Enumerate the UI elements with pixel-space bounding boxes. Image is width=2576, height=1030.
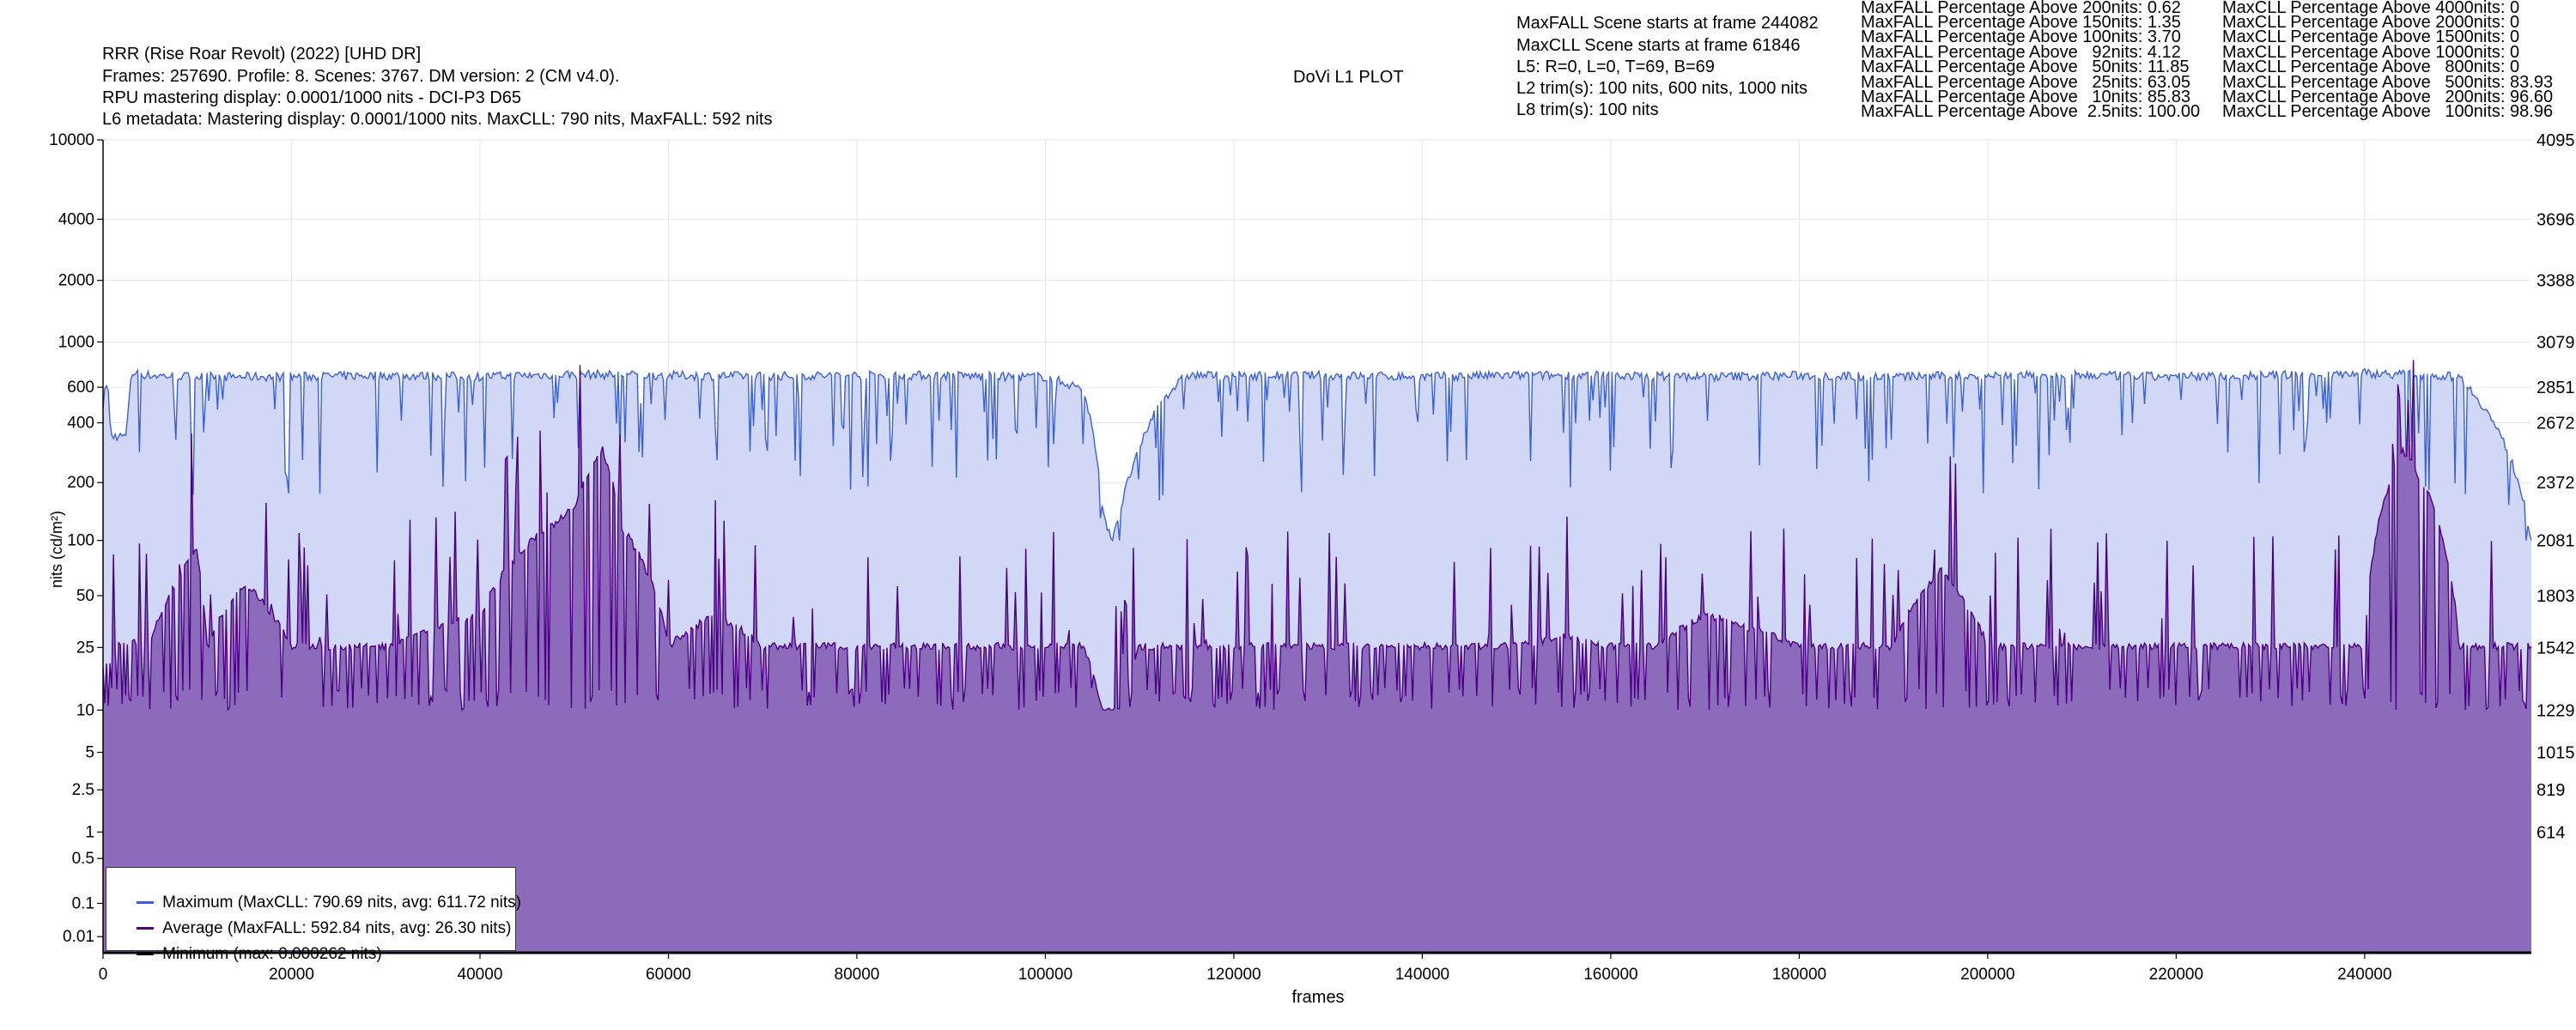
average-series-area <box>103 360 2531 953</box>
y-tick-label: 4000 <box>58 210 94 228</box>
maxfall-stat: MaxFALL Percentage Above 200nits: 0.62 <box>1861 0 2181 17</box>
y-tick-label: 0.5 <box>72 850 94 868</box>
l2-trims-info: L2 trim(s): 100 nits, 600 nits, 1000 nit… <box>1516 79 1808 98</box>
maxcll-stat: MaxCLL Percentage Above 500nits: 83.93 <box>2222 73 2554 92</box>
frames-info: Frames: 257690. Profile: 8. Scenes: 3767… <box>102 67 620 86</box>
x-tick-label: 160000 <box>1583 966 1637 984</box>
maxcll-stat: MaxCLL Percentage Above 4000nits: 0 <box>2222 0 2520 17</box>
maxcll-stat: MaxCLL Percentage Above 1500nits: 0 <box>2222 27 2520 46</box>
maximum-swatch <box>137 901 155 905</box>
x-tick-label: 180000 <box>1772 966 1826 984</box>
right-axis-label: 2851 <box>2537 379 2575 397</box>
x-tick-label: 220000 <box>2149 966 2203 984</box>
y-tick-label: 400 <box>67 415 94 433</box>
y-axis-label: nits (cd/m²) <box>48 511 65 588</box>
legend-minimum-label: Minimum (max: 0.000262 nits) <box>162 945 382 963</box>
x-tick-label: 0 <box>99 966 108 984</box>
maxcll-stat: MaxCLL Percentage Above 2000nits: 0 <box>2222 13 2520 32</box>
right-axis-label: 2672 <box>2537 415 2575 433</box>
right-axis-label: 2372 <box>2537 474 2575 493</box>
l6-metadata-info: L6 metadata: Mastering display: 0.0001/1… <box>102 110 773 129</box>
l5-info: L5: R=0, L=0, T=69, B=69 <box>1516 58 1715 76</box>
maximum-series-line <box>102 367 2532 542</box>
legend-minimum: Minimum (max: 0.000262 nits) <box>118 926 382 983</box>
maxfall-stat: MaxFALL Percentage Above 25nits: 63.05 <box>1861 73 2190 92</box>
x-tick-label: 100000 <box>1018 966 1072 984</box>
x-tick-label: 120000 <box>1206 966 1261 984</box>
y-tick-label: 100 <box>67 532 94 550</box>
y-tick-label: 50 <box>76 587 94 605</box>
y-tick-label: 10 <box>76 701 94 719</box>
y-tick-label: 0.1 <box>72 894 94 912</box>
l8-trims-info: L8 trim(s): 100 nits <box>1516 100 1659 119</box>
y-tick-label: 2.5 <box>72 781 94 799</box>
axes: 0 20000 40000 60000 80000 100000 120000 140000 1… <box>49 131 2574 984</box>
right-axis-label: 1542 <box>2537 639 2575 657</box>
legend-average: Average (MaxFALL: 592.84 nits, avg: 26.3… <box>118 900 511 957</box>
rpu-mastering-info: RPU mastering display: 0.0001/1000 nits … <box>102 88 522 107</box>
data-series <box>102 360 2532 954</box>
maxcll-stat: MaxCLL Percentage Above 200nits: 96.60 <box>2222 88 2554 106</box>
maxfall-stat: MaxFALL Percentage Above 50nits: 11.85 <box>1861 58 2190 76</box>
right-axis-label: 2081 <box>2537 532 2575 551</box>
right-axis-label: 3388 <box>2537 272 2575 291</box>
x-tick-label: 60000 <box>646 966 691 984</box>
right-axis-label: 4095 <box>2537 131 2575 150</box>
maxcll-stat: MaxCLL Percentage Above 1000nits: 0 <box>2222 43 2520 62</box>
y-tick-label: 0.01 <box>63 928 94 946</box>
x-tick-label: 140000 <box>1395 966 1449 984</box>
x-tick-label: 200000 <box>1960 966 2014 984</box>
chart-legend: Maximum (MaxCLL: 790.69 nits, avg: 611.7… <box>106 867 521 963</box>
average-swatch <box>137 927 155 930</box>
maxfall-stat: MaxFALL Percentage Above 100nits: 3.70 <box>1861 27 2181 46</box>
maxfall-stat: MaxFALL Percentage Above 92nits: 4.12 <box>1861 43 2181 62</box>
y-tick-label: 1 <box>85 823 94 841</box>
y-tick-label: 2000 <box>58 272 94 290</box>
right-axis-label: 1015 <box>2537 743 2575 762</box>
right-axis-label: 819 <box>2537 781 2565 800</box>
video-title: RRR (Rise Roar Revolt) (2022) [UHD DR] <box>102 45 422 64</box>
maxfall-stat: MaxFALL Percentage Above 150nits: 1.35 <box>1861 13 2181 32</box>
maxcll-scene-info: MaxCLL Scene starts at frame 61846 <box>1516 36 1801 55</box>
y-tick-label: 200 <box>67 474 94 492</box>
legend-average-label: Average (MaxFALL: 592.84 nits, avg: 26.3… <box>162 919 512 937</box>
y-tick-label: 10000 <box>49 131 94 149</box>
right-axis-label: 3079 <box>2537 333 2575 352</box>
x-tick-label: 80000 <box>835 966 880 984</box>
plot-title: DoVi L1 PLOT <box>1293 68 1404 87</box>
maxcll-stat: MaxCLL Percentage Above 800nits: 0 <box>2222 58 2520 76</box>
maxfall-scene-info: MaxFALL Scene starts at frame 244082 <box>1516 14 1819 33</box>
maxfall-stat: MaxFALL Percentage Above 2.5nits: 100.00 <box>1861 102 2201 121</box>
y-tick-label: 600 <box>67 379 94 397</box>
x-tick-label: 240000 <box>2337 966 2391 984</box>
x-tick-label: 20000 <box>269 966 314 984</box>
legend-maximum: Maximum (MaxCLL: 790.69 nits, avg: 611.7… <box>118 875 521 931</box>
minimum-swatch <box>137 953 155 956</box>
legend-maximum-label: Maximum (MaxCLL: 790.69 nits, avg: 611.7… <box>162 894 521 912</box>
y-tick-label: 1000 <box>58 333 94 351</box>
average-series-line <box>102 360 2532 712</box>
right-axis-label: 3696 <box>2537 210 2575 229</box>
x-tick-label: 40000 <box>458 966 503 984</box>
y-tick-label: 25 <box>76 639 94 657</box>
maxcll-stat: MaxCLL Percentage Above 100nits: 98.96 <box>2222 102 2554 121</box>
x-axis-label: frames <box>1291 988 1344 1007</box>
right-axis-label: 1803 <box>2537 587 2575 606</box>
right-axis-label: 1229 <box>2537 701 2575 720</box>
maxfall-stat: MaxFALL Percentage Above 10nits: 85.83 <box>1861 88 2190 106</box>
y-tick-label: 5 <box>85 743 94 761</box>
right-axis-label: 614 <box>2537 823 2565 842</box>
